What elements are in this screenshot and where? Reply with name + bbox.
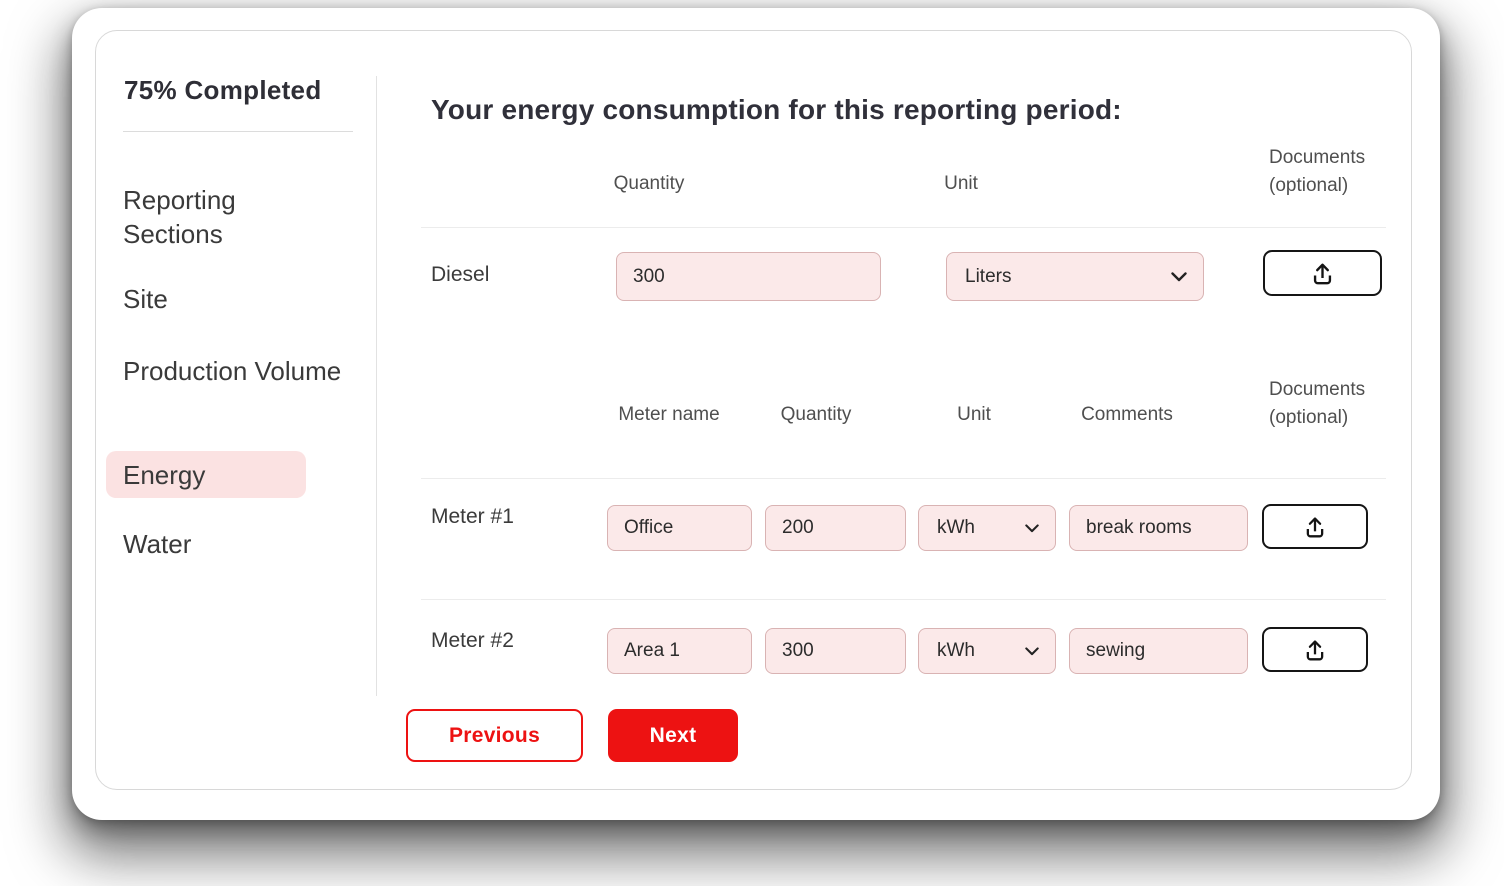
meter-1-quantity-input[interactable]: [765, 505, 906, 551]
upload-icon: [1306, 516, 1324, 537]
meter-1-upload-button[interactable]: [1262, 504, 1368, 549]
meter-2-unit-value: kWh: [937, 640, 975, 661]
meter-header-name: Meter name: [618, 404, 720, 425]
sidebar-item-production-volume[interactable]: Production Volume: [123, 356, 342, 386]
meter-2-unit-select[interactable]: kWh: [918, 628, 1056, 674]
meter-header-documents-line1: Documents: [1269, 379, 1366, 400]
diesel-unit-select[interactable]: Liters: [946, 252, 1204, 301]
fuel-header-documents: Documents (optional): [1269, 144, 1365, 200]
diesel-unit-value: Liters: [965, 265, 1012, 287]
meter-1-comments-input[interactable]: [1069, 505, 1248, 551]
meter-2-upload-button[interactable]: [1262, 627, 1368, 672]
meter-row-1-label: Meter #1: [431, 505, 514, 528]
meter-1-name-input[interactable]: [607, 505, 752, 551]
fuel-header-documents-line1: Documents: [1269, 147, 1366, 168]
progress-label: 75% Completed: [124, 75, 322, 105]
upload-icon: [1313, 263, 1332, 284]
report-card: 75% Completed Reporting Sections Site Pr…: [72, 8, 1440, 820]
meter-2-name-input[interactable]: [607, 628, 752, 674]
sidebar-item-energy-label: Energy: [123, 459, 206, 490]
meter-1-unit-value: kWh: [937, 517, 975, 538]
meter-row-2-label: Meter #2: [431, 629, 514, 652]
sidebar-item-site[interactable]: Site: [123, 284, 168, 314]
sidebar-item-water[interactable]: Water: [123, 529, 192, 559]
progress-divider: [123, 131, 353, 132]
fuel-header-documents-line2: (optional): [1269, 175, 1349, 196]
previous-button[interactable]: Previous: [406, 709, 583, 762]
meter-2-quantity-input[interactable]: [765, 628, 906, 674]
fuel-header-quantity: Quantity: [613, 173, 685, 194]
divider: [421, 478, 1386, 479]
diesel-upload-button[interactable]: [1263, 250, 1382, 296]
divider: [421, 227, 1386, 228]
meter-header-documents-line2: (optional): [1269, 407, 1349, 428]
meter-header-comments: Comments: [1081, 404, 1173, 425]
meter-header-quantity: Quantity: [780, 404, 852, 425]
upload-icon: [1306, 639, 1324, 660]
sidebar-item-reporting-sections[interactable]: Reporting Sections: [123, 185, 236, 249]
chevron-down-icon: [1025, 523, 1039, 532]
report-panel: 75% Completed Reporting Sections Site Pr…: [95, 30, 1412, 790]
fuel-row-label-diesel: Diesel: [431, 263, 490, 286]
meter-1-unit-select[interactable]: kWh: [918, 505, 1056, 551]
meter-header-documents: Documents (optional): [1269, 376, 1365, 432]
sidebar-divider: [376, 76, 377, 696]
divider: [421, 599, 1386, 600]
chevron-down-icon: [1025, 646, 1039, 655]
page-title: Your energy consumption for this reporti…: [431, 94, 1122, 125]
next-button[interactable]: Next: [608, 709, 738, 762]
fuel-header-unit: Unit: [944, 173, 978, 194]
meter-2-comments-input[interactable]: [1069, 628, 1248, 674]
chevron-down-icon: [1171, 271, 1187, 281]
sidebar-item-energy-active[interactable]: Energy: [106, 451, 306, 498]
diesel-quantity-input[interactable]: [616, 252, 881, 301]
meter-header-unit: Unit: [957, 404, 991, 425]
